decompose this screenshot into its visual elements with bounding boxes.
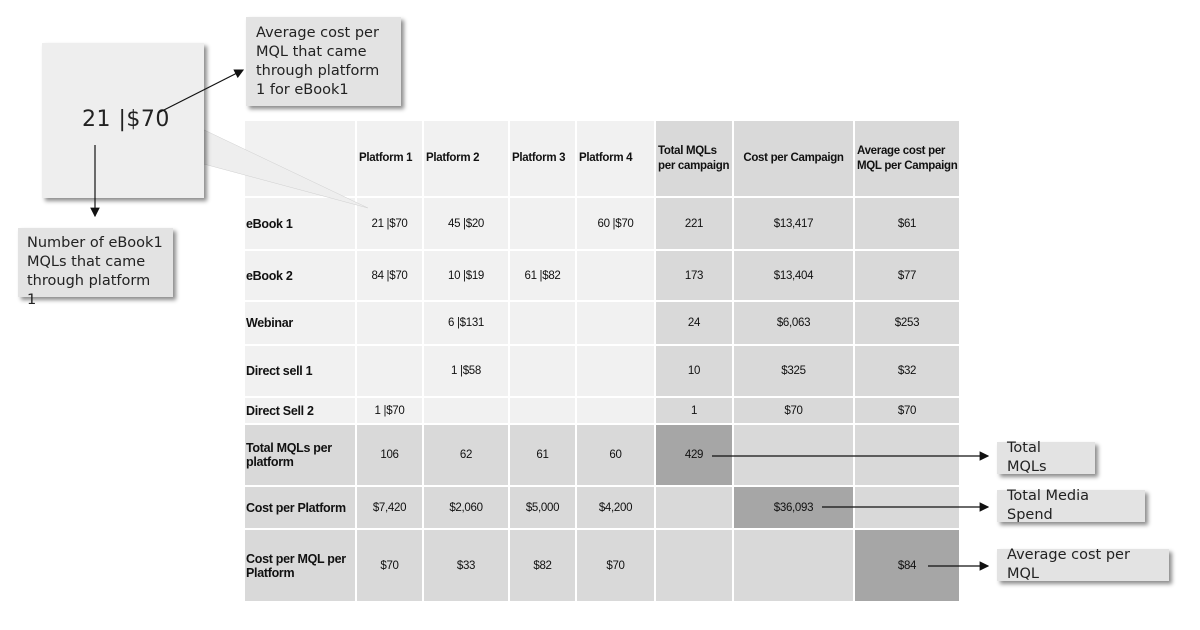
table-cell: 1 |$58 (424, 346, 508, 396)
table-cell (656, 530, 732, 601)
table-cell: $84 (855, 530, 959, 601)
table-cell (577, 251, 654, 300)
table-cell: $5,000 (510, 487, 575, 528)
row-header: Total MQLs per platform (245, 425, 355, 485)
table-cell (510, 398, 575, 423)
table-cell: $70 (357, 530, 422, 601)
table-cell: $70 (855, 398, 959, 423)
table-cell: 61 |$82 (510, 251, 575, 300)
avg-cost-note: Average cost per MQL that came through p… (246, 17, 401, 106)
row-header: Direct Sell 2 (245, 398, 355, 423)
table-cell: $70 (734, 398, 853, 423)
table-cell: 24 (656, 302, 732, 344)
column-header: Platform 4 (577, 121, 654, 196)
column-header: Platform 1 (357, 121, 422, 196)
zoom-callout: 21 |$70 (42, 43, 204, 198)
total-mqls-label: Total MQLs (997, 440, 1095, 475)
table-cell: $253 (855, 302, 959, 344)
column-header: Average cost per MQL per Campaign (855, 121, 959, 196)
total-mqls-text: Total MQLs (1007, 440, 1047, 475)
table-cell: $61 (855, 198, 959, 249)
table-cell (510, 346, 575, 396)
table-cell (357, 302, 422, 344)
table-cell: 21 |$70 (357, 198, 422, 249)
table-cell: $13,417 (734, 198, 853, 249)
table-cell: $6,063 (734, 302, 853, 344)
column-header: Cost per Campaign (734, 121, 853, 196)
table-cell: $2,060 (424, 487, 508, 528)
table-cell (656, 487, 732, 528)
table-cell: 106 (357, 425, 422, 485)
table-cell (510, 198, 575, 249)
table-cell: $32 (855, 346, 959, 396)
avg-cost-per-mql-label: Average cost per MQL (997, 547, 1169, 582)
table-cell: 62 (424, 425, 508, 485)
table-cell: $70 (577, 530, 654, 601)
column-header: Platform 2 (424, 121, 508, 196)
row-header: eBook 1 (245, 198, 355, 249)
column-header (245, 121, 355, 196)
table-cell (577, 346, 654, 396)
zoom-value: 21 |$70 (82, 107, 170, 132)
table-cell (734, 530, 853, 601)
table-cell: 173 (656, 251, 732, 300)
table-cell: 6 |$131 (424, 302, 508, 344)
table-cell: 10 (656, 346, 732, 396)
table-cell: 84 |$70 (357, 251, 422, 300)
table-cell: $325 (734, 346, 853, 396)
table-cell: 221 (656, 198, 732, 249)
column-header: Platform 3 (510, 121, 575, 196)
table-cell: $7,420 (357, 487, 422, 528)
table-cell: 1 (656, 398, 732, 423)
table-cell: 45 |$20 (424, 198, 508, 249)
table-cell: $36,093 (734, 487, 853, 528)
column-header: Total MQLs per campaign (656, 121, 732, 196)
total-media-spend-text: Total Media Spend (1007, 488, 1090, 523)
table-cell: 429 (656, 425, 732, 485)
table-cell: $82 (510, 530, 575, 601)
total-media-spend-label: Total Media Spend (997, 488, 1145, 523)
table-cell: 1 |$70 (357, 398, 422, 423)
mql-count-note: Number of eBook1 MQLs that came through … (18, 228, 173, 308)
row-header: Cost per MQL per Platform (245, 530, 355, 601)
table-cell (424, 398, 508, 423)
table-cell (357, 346, 422, 396)
table-cell: 61 (510, 425, 575, 485)
table-cell: 60 |$70 (577, 198, 654, 249)
table-cell (577, 398, 654, 423)
table-cell: $13,404 (734, 251, 853, 300)
table-cell (855, 425, 959, 485)
avg-cost-per-mql-text: Average cost per MQL (1007, 547, 1130, 582)
table-cell (577, 302, 654, 344)
table-cell (510, 302, 575, 344)
row-header: eBook 2 (245, 251, 355, 300)
table-cell: $4,200 (577, 487, 654, 528)
table-cell: $33 (424, 530, 508, 601)
table-cell (734, 425, 853, 485)
table-cell: $77 (855, 251, 959, 300)
row-header: Webinar (245, 302, 355, 344)
table-cell: 10 |$19 (424, 251, 508, 300)
row-header: Direct sell 1 (245, 346, 355, 396)
table-cell: 60 (577, 425, 654, 485)
table-cell (855, 487, 959, 528)
row-header: Cost per Platform (245, 487, 355, 528)
